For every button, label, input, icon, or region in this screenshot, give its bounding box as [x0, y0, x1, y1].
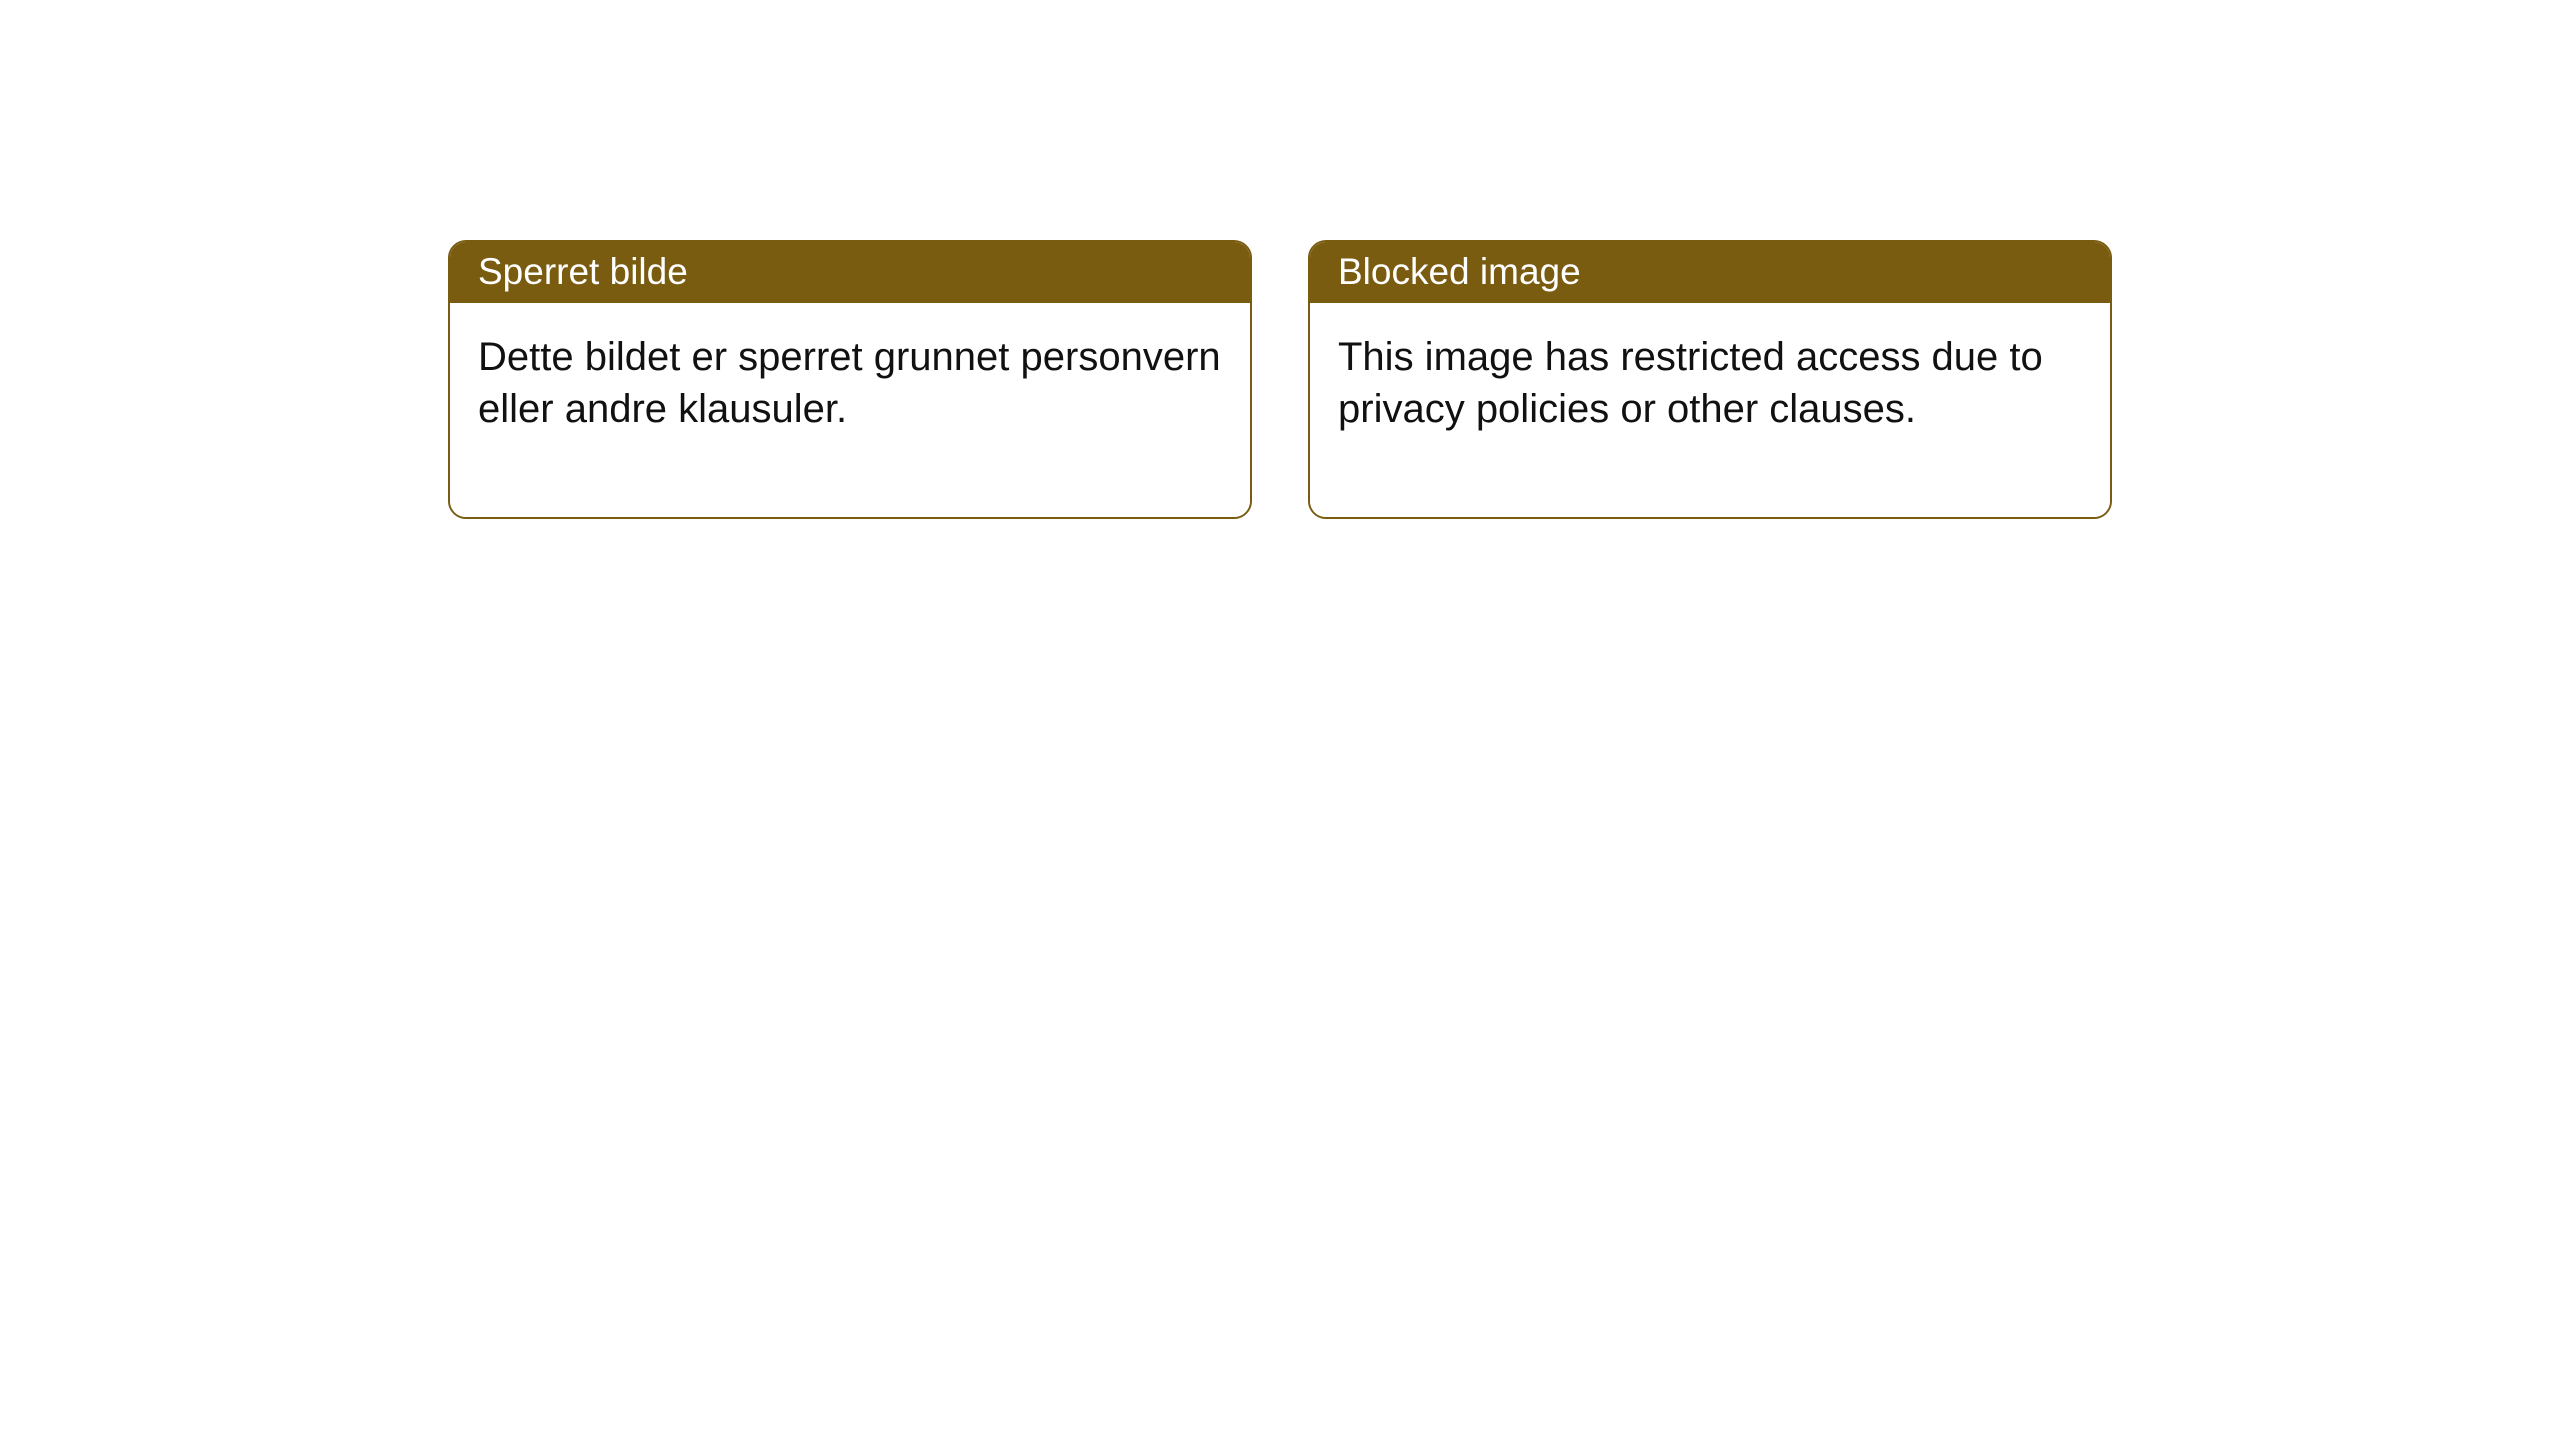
notice-container: Sperret bilde Dette bildet er sperret gr… [0, 0, 2560, 519]
notice-body-en: This image has restricted access due to … [1310, 303, 2110, 517]
notice-card-en: Blocked image This image has restricted … [1308, 240, 2112, 519]
notice-title-no: Sperret bilde [450, 242, 1250, 303]
notice-body-no: Dette bildet er sperret grunnet personve… [450, 303, 1250, 517]
notice-title-en: Blocked image [1310, 242, 2110, 303]
notice-card-no: Sperret bilde Dette bildet er sperret gr… [448, 240, 1252, 519]
